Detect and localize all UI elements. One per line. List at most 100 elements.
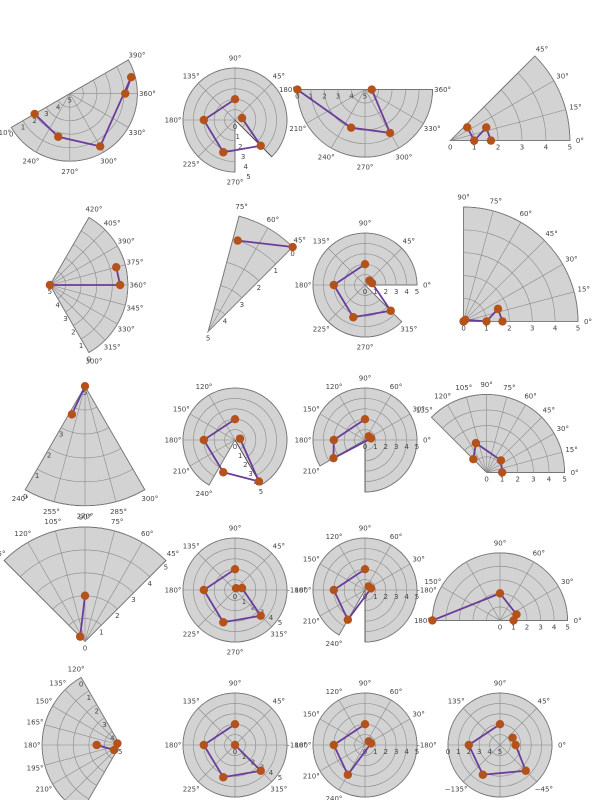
data-point xyxy=(219,618,228,627)
angular-grid-line xyxy=(49,284,106,341)
theta-tick-label: 390° xyxy=(118,238,135,246)
theta-tick-label: 150° xyxy=(424,578,441,586)
theta-tick-label: 135° xyxy=(183,698,200,706)
theta-tick-label: -180° xyxy=(287,742,306,750)
r-tick-label: 4 xyxy=(56,103,61,111)
angular-grid-line xyxy=(55,530,86,642)
r-tick-label: 5 xyxy=(206,335,210,343)
r-tick-label: 3 xyxy=(530,324,534,332)
theta-tick-label: 315° xyxy=(270,785,287,793)
theta-tick-label: 105° xyxy=(455,384,472,392)
angular-grid-line xyxy=(486,417,542,473)
theta-tick-label: 60° xyxy=(390,533,402,541)
r-tick-label: 3 xyxy=(336,93,340,101)
r-tick-label: 1 xyxy=(511,623,515,631)
r-tick-label: 5 xyxy=(118,748,122,756)
data-point xyxy=(482,317,491,326)
theta-tick-label: 120° xyxy=(196,383,213,391)
data-point xyxy=(199,115,208,125)
angular-grid-line xyxy=(198,708,236,746)
angular-grid-line xyxy=(234,553,272,591)
theta-tick-label: 180° xyxy=(24,742,41,750)
theta-tick-label: 60° xyxy=(390,383,402,391)
r-tick-label: 1 xyxy=(235,133,239,141)
theta-tick-label: 0° xyxy=(574,617,582,625)
data-point xyxy=(343,615,353,624)
polar-subplot-4-4: 0°30°60°90°150°180°0 1 2 3 4 5 xyxy=(414,539,582,631)
r-tick-label: 0 xyxy=(363,288,367,296)
theta-tick-label: 60° xyxy=(390,688,402,696)
radial-grid-ring xyxy=(203,88,267,152)
theta-tick-label: 240° xyxy=(326,640,343,648)
angular-grid-line xyxy=(198,119,236,157)
theta-tick-label: 120° xyxy=(326,533,343,541)
data-point xyxy=(498,317,507,326)
polar-subplot-2-4: 0° 15° 30° 45° 60° 75° 90° 0 1 2 3 4 5 xyxy=(457,194,592,333)
angular-grid-line xyxy=(49,284,90,353)
r-tick-label: 2 xyxy=(71,329,75,337)
theta-tick-label: −135° xyxy=(445,785,468,793)
theta-tick-label: 285° xyxy=(110,508,127,516)
angular-grid-line xyxy=(234,708,272,746)
r-tick-label: 3 xyxy=(63,315,67,323)
angular-grid-line xyxy=(27,542,86,642)
r-tick-label: 0 xyxy=(448,144,452,152)
theta-tick-label: 60° xyxy=(533,550,545,558)
r-tick-label: 1 xyxy=(500,475,504,483)
angular-grid-line xyxy=(463,240,545,322)
angular-grid-line xyxy=(466,397,487,473)
theta-tick-label: 30° xyxy=(556,72,568,80)
theta-tick-label: 270° xyxy=(357,164,374,172)
theta-tick-label: 135° xyxy=(183,73,200,81)
polar-subplot-2-2: 45° 60° 75° 0 1 2 3 4 5 xyxy=(206,203,306,343)
theta-tick-label: 300° xyxy=(85,358,102,366)
theta-tick-label: 45° xyxy=(538,698,550,706)
radial-grid-ring xyxy=(323,548,407,632)
data-point xyxy=(486,136,496,145)
r-tick-label: 5 xyxy=(415,748,419,756)
data-point xyxy=(256,141,265,150)
r-tick-label: 4 xyxy=(404,288,409,296)
theta-tick-label: 15° xyxy=(569,104,581,112)
theta-tick-label: 150° xyxy=(303,711,320,719)
radial-grid-ring xyxy=(312,537,418,643)
theta-tick-label: 90° xyxy=(79,514,91,522)
data-point xyxy=(365,276,374,285)
r-tick-label: 4 xyxy=(404,593,409,601)
series-line xyxy=(71,385,86,415)
r-tick-label: 2 xyxy=(47,451,51,459)
r-tick-label: 2 xyxy=(507,324,511,332)
theta-tick-label: 300° xyxy=(100,157,117,165)
theta-tick-label: 255° xyxy=(43,508,60,516)
angular-grid-line xyxy=(49,217,90,286)
theta-tick-label: 210° xyxy=(0,129,11,137)
r-tick-label: 1 xyxy=(373,288,377,296)
r-tick-label: 4 xyxy=(110,734,115,742)
theta-tick-label: 45° xyxy=(403,238,415,246)
angular-grid-line xyxy=(499,744,537,782)
data-point xyxy=(219,773,228,782)
r-tick-label: 0 xyxy=(446,748,450,756)
r-tick-label: 5 xyxy=(259,488,263,496)
r-tick-label: 1 xyxy=(21,124,25,132)
r-tick-label: 0 xyxy=(290,250,294,258)
angular-grid-line xyxy=(207,227,269,332)
r-tick-label: 3 xyxy=(394,748,398,756)
theta-tick-label: 30° xyxy=(412,711,424,719)
theta-tick-label: 45° xyxy=(543,407,555,415)
theta-tick-label: 180° xyxy=(414,617,431,625)
theta-tick-label: 360° xyxy=(129,282,146,290)
radial-grid-ring xyxy=(517,72,547,141)
data-point xyxy=(469,454,478,464)
polar-subplot-4-1: 45° 60° 75° 90° 105° 120° 135° 0 1 2 3 4 5 xyxy=(0,514,179,653)
data-point xyxy=(497,468,507,477)
angular-grid-line xyxy=(364,89,400,149)
theta-tick-label: 135° xyxy=(49,679,66,687)
theta-tick-label: 270° xyxy=(61,168,78,176)
r-tick-label: 5 xyxy=(278,774,282,782)
data-point xyxy=(30,109,39,119)
r-tick-label: 3 xyxy=(520,144,524,152)
angular-grid-line xyxy=(463,263,563,322)
data-point xyxy=(237,113,247,123)
